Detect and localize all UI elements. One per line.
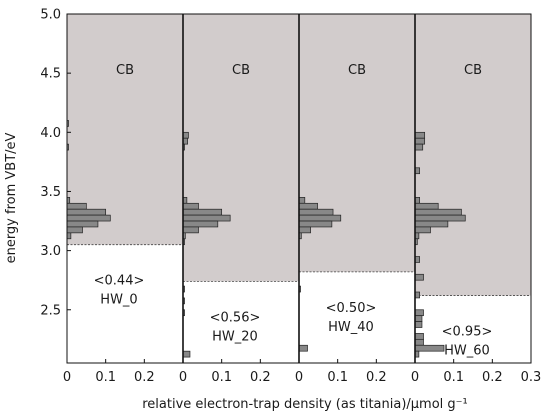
mean-annotation: <0.56> xyxy=(210,310,261,325)
x-tick-label: 0 xyxy=(295,370,303,385)
histogram-bar xyxy=(182,202,199,210)
mean-annotation: <0.50> xyxy=(326,301,377,316)
x-axis: 0 0.1 0.2 0 0.1 0.2 0 0.1 0.2 0 0.1 0.2 0.3 xyxy=(63,370,541,385)
sample-label: HW_40 xyxy=(328,320,374,335)
histogram-bar xyxy=(298,226,311,234)
x-tick-label: 0.2 xyxy=(134,370,155,385)
histogram-bar xyxy=(414,321,423,328)
histogram-bar xyxy=(414,273,424,281)
histogram-bar xyxy=(414,338,424,346)
cb-label: CB xyxy=(232,63,250,78)
histogram-bar xyxy=(414,137,426,145)
sample-label: HW_20 xyxy=(212,329,258,344)
cb-label: CB xyxy=(464,63,482,78)
x-tick-label: 0.3 xyxy=(521,370,542,385)
y-tick-label: 2.5 xyxy=(40,303,61,318)
x-tick-label: 0 xyxy=(411,370,419,385)
y-tick-label: 3.0 xyxy=(40,244,61,259)
y-tick-label: 4.5 xyxy=(40,67,61,82)
histogram-bar xyxy=(182,226,199,234)
x-tick-label: 0.1 xyxy=(95,370,116,385)
histogram-bar xyxy=(414,344,445,352)
histogram-bar xyxy=(414,202,439,210)
histogram-bar xyxy=(298,202,318,210)
x-tick-label: 0.2 xyxy=(482,370,503,385)
histogram-bar xyxy=(298,220,333,228)
x-tick-label: 0 xyxy=(179,370,187,385)
histogram-bar xyxy=(66,220,99,228)
histogram-bar xyxy=(298,214,342,222)
histogram-bar xyxy=(182,131,189,139)
histogram-bar xyxy=(182,350,191,358)
conduction-band-region xyxy=(415,14,531,296)
histogram-bar xyxy=(414,131,426,139)
histogram-bar xyxy=(414,214,466,222)
x-tick-label: 0.1 xyxy=(443,370,464,385)
histogram-bar xyxy=(298,208,334,216)
y-tick-label: 5.0 xyxy=(40,8,61,23)
histogram-bar xyxy=(66,226,83,234)
x-tick-label: 0.2 xyxy=(366,370,387,385)
histogram-bar xyxy=(298,197,306,204)
histogram-bar xyxy=(414,226,431,234)
mean-annotation: <0.44> xyxy=(94,274,145,289)
y-axis: 2.5 3.0 3.5 4.0 4.5 5.0 xyxy=(40,8,71,318)
histogram-bar xyxy=(414,220,449,228)
histogram-bar xyxy=(298,344,308,352)
sample-label: HW_60 xyxy=(444,344,490,359)
histogram-bar xyxy=(66,202,87,210)
histogram-bar xyxy=(414,208,462,216)
mean-annotation: <0.95> xyxy=(442,325,493,340)
y-tick-label: 3.5 xyxy=(40,185,61,200)
panel-hw-60: CB <0.95> HW_60 xyxy=(414,13,532,364)
x-axis-title: relative electron-trap density (as titan… xyxy=(142,397,468,412)
x-tick-label: 0 xyxy=(63,370,71,385)
histogram-bar xyxy=(182,208,223,216)
histogram-bar xyxy=(66,232,72,240)
histogram-bar xyxy=(182,220,219,228)
histogram-bar xyxy=(66,208,107,216)
conduction-band-region xyxy=(299,14,415,272)
x-tick-label: 0.1 xyxy=(211,370,232,385)
y-axis-title: energy from VBT/eV xyxy=(4,132,19,263)
panel-hw-0: CB <0.44> HW_0 xyxy=(66,13,184,364)
histogram-bar xyxy=(66,214,111,222)
histogram-bar xyxy=(414,309,424,317)
panel-hw-40: CB <0.50> HW_40 xyxy=(298,13,416,364)
histogram-bar xyxy=(414,333,424,340)
cb-label: CB xyxy=(116,63,134,78)
histogram-bar xyxy=(414,315,423,322)
x-tick-label: 0.2 xyxy=(250,370,271,385)
conduction-band-region xyxy=(183,14,299,282)
x-tick-label: 0.1 xyxy=(327,370,348,385)
panel-hw-20: CB <0.56> HW_20 xyxy=(182,13,300,364)
histogram-bar xyxy=(182,214,231,222)
sample-label: HW_0 xyxy=(100,293,137,308)
histogram-bar xyxy=(414,143,424,151)
y-tick-label: 4.0 xyxy=(40,126,61,141)
panels: CB<0.44>HW_0CB<0.56>HW_20CB<0.50>HW_40CB… xyxy=(66,13,532,364)
cb-label: CB xyxy=(348,63,366,78)
